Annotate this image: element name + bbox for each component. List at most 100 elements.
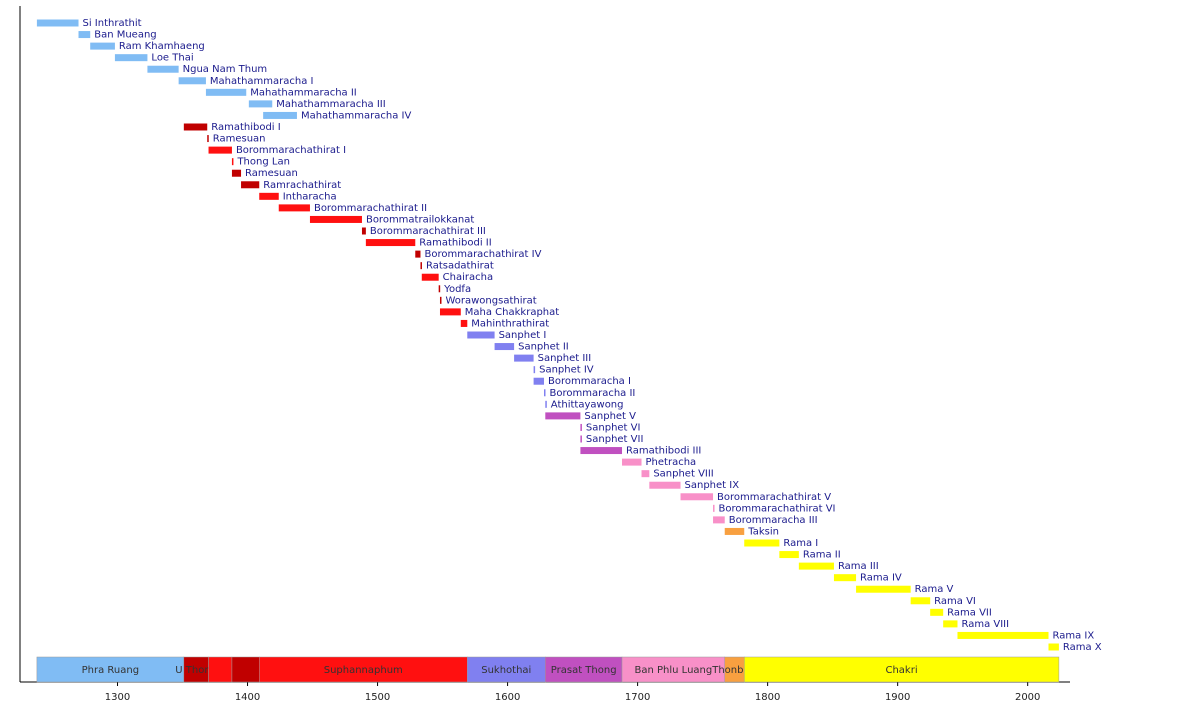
reign-bar xyxy=(78,31,91,39)
reign-bar xyxy=(930,608,944,616)
era-label: Sukhothai xyxy=(481,665,531,676)
reign-label: Intharacha xyxy=(283,191,337,202)
reign-bar xyxy=(957,631,1049,639)
reign-bar xyxy=(641,470,650,478)
era-label: Chakri xyxy=(885,665,917,676)
reign-bar xyxy=(833,574,857,582)
reign-bar xyxy=(744,539,780,547)
era-band xyxy=(743,656,1060,683)
reign-bar xyxy=(365,239,416,247)
x-tick-label: 1700 xyxy=(625,692,650,703)
x-tick-label: 1800 xyxy=(755,692,780,703)
reign-bar xyxy=(415,250,421,258)
reign-label: Sanphet IV xyxy=(539,365,594,376)
reign-bar xyxy=(494,343,515,351)
era-band xyxy=(258,656,468,683)
reign-bar xyxy=(1048,643,1059,651)
reign-bar xyxy=(649,481,681,489)
reign-bar xyxy=(580,423,582,431)
reign-bar xyxy=(467,331,495,339)
reign-label: Si Inthrathit xyxy=(83,18,142,29)
x-tick-label: 1400 xyxy=(235,692,260,703)
reign-label: Rama IX xyxy=(1052,630,1094,641)
reign-label: Ramesuan xyxy=(245,168,298,179)
reign-bar xyxy=(724,527,745,535)
reign-label: Mahathammaracha IV xyxy=(301,110,412,121)
reign-bar xyxy=(147,65,179,73)
reign-bar xyxy=(439,296,442,304)
reign-label: Rama VIII xyxy=(961,619,1009,630)
reign-bar xyxy=(207,135,209,143)
reign-bar xyxy=(545,412,581,420)
reign-label: Mahinthrathirat xyxy=(471,318,549,329)
reign-label: Rama II xyxy=(803,550,841,561)
reign-bar xyxy=(231,169,242,177)
reign-bar xyxy=(680,493,714,501)
era-label: Suphannaphum xyxy=(324,665,403,676)
reign-bar xyxy=(248,100,273,108)
reign-bar xyxy=(278,204,310,212)
reign-bar xyxy=(309,215,362,223)
reign-label: Sanphet VIII xyxy=(653,469,713,480)
reign-bar xyxy=(779,551,799,559)
reign-label: Rama III xyxy=(838,561,879,572)
reign-label: Sanphet V xyxy=(584,411,636,422)
reign-label: Rama IV xyxy=(860,573,902,584)
reign-bar xyxy=(205,88,247,96)
x-tick-label: 1300 xyxy=(105,692,130,703)
reign-bar xyxy=(713,516,725,524)
reign-bar xyxy=(183,123,208,131)
reign-label: Ramathibodi II xyxy=(419,238,491,249)
reign-label: Sanphet I xyxy=(499,330,547,341)
reign-label: Sanphet VII xyxy=(586,434,644,445)
era-label: U Thong xyxy=(175,665,217,676)
reign-label: Sanphet III xyxy=(538,353,592,364)
reign-label: Borommarachathirat II xyxy=(314,203,427,214)
reign-bar xyxy=(910,597,931,605)
reign-label: Borommarachathirat VI xyxy=(719,503,836,514)
reign-label: Ramathibodi III xyxy=(626,446,701,457)
reign-label: Borommarachathirat I xyxy=(236,145,346,156)
reign-bar xyxy=(856,585,911,593)
reign-label: Sanphet VI xyxy=(586,422,641,433)
reign-label: Borommarachathirat V xyxy=(717,492,831,503)
reign-label: Rama VI xyxy=(934,596,976,607)
reign-label: Borommarachathirat IV xyxy=(424,249,541,260)
x-tick-label: 1500 xyxy=(365,692,390,703)
reign-label: Borommatrailokkanat xyxy=(366,214,474,225)
reign-bar xyxy=(544,389,546,397)
reign-bar xyxy=(798,562,834,570)
reign-bar xyxy=(533,366,536,374)
reign-bar xyxy=(622,458,642,466)
era-band xyxy=(467,656,546,683)
reign-label: Rama I xyxy=(783,538,818,549)
reign-label: Ratsadathirat xyxy=(426,261,494,272)
reign-label: Borommaracha II xyxy=(550,388,636,399)
reign-label: Borommaracha I xyxy=(548,376,631,387)
reign-label: Ngua Nam Thum xyxy=(183,64,268,75)
reign-label: Maha Chakkraphat xyxy=(465,307,559,318)
reign-label: Worawongsathirat xyxy=(445,295,536,306)
reign-label: Borommaracha III xyxy=(729,515,818,526)
era-band xyxy=(208,656,233,683)
reign-label: Phetracha xyxy=(646,457,697,468)
reign-bar xyxy=(421,273,439,281)
reign-label: Chairacha xyxy=(443,272,493,283)
reign-label: Rama X xyxy=(1063,642,1102,653)
era-band xyxy=(621,656,725,683)
era-label: Phra Ruang xyxy=(82,665,139,676)
reign-label: Athittayawong xyxy=(551,399,624,410)
era-band xyxy=(231,656,260,683)
reign-bar xyxy=(580,447,623,455)
reign-bar xyxy=(580,435,582,443)
reign-bar xyxy=(114,54,148,62)
reign-label: Sanphet II xyxy=(518,342,569,353)
reign-bar xyxy=(36,19,79,27)
reign-bar xyxy=(259,192,279,200)
reign-bar xyxy=(438,285,441,293)
era-label: Ban Phlu Luang xyxy=(635,665,713,676)
reign-bar xyxy=(361,227,366,235)
reign-label: Ramathibodi I xyxy=(211,122,280,133)
reign-label: Borommarachathirat III xyxy=(370,226,486,237)
